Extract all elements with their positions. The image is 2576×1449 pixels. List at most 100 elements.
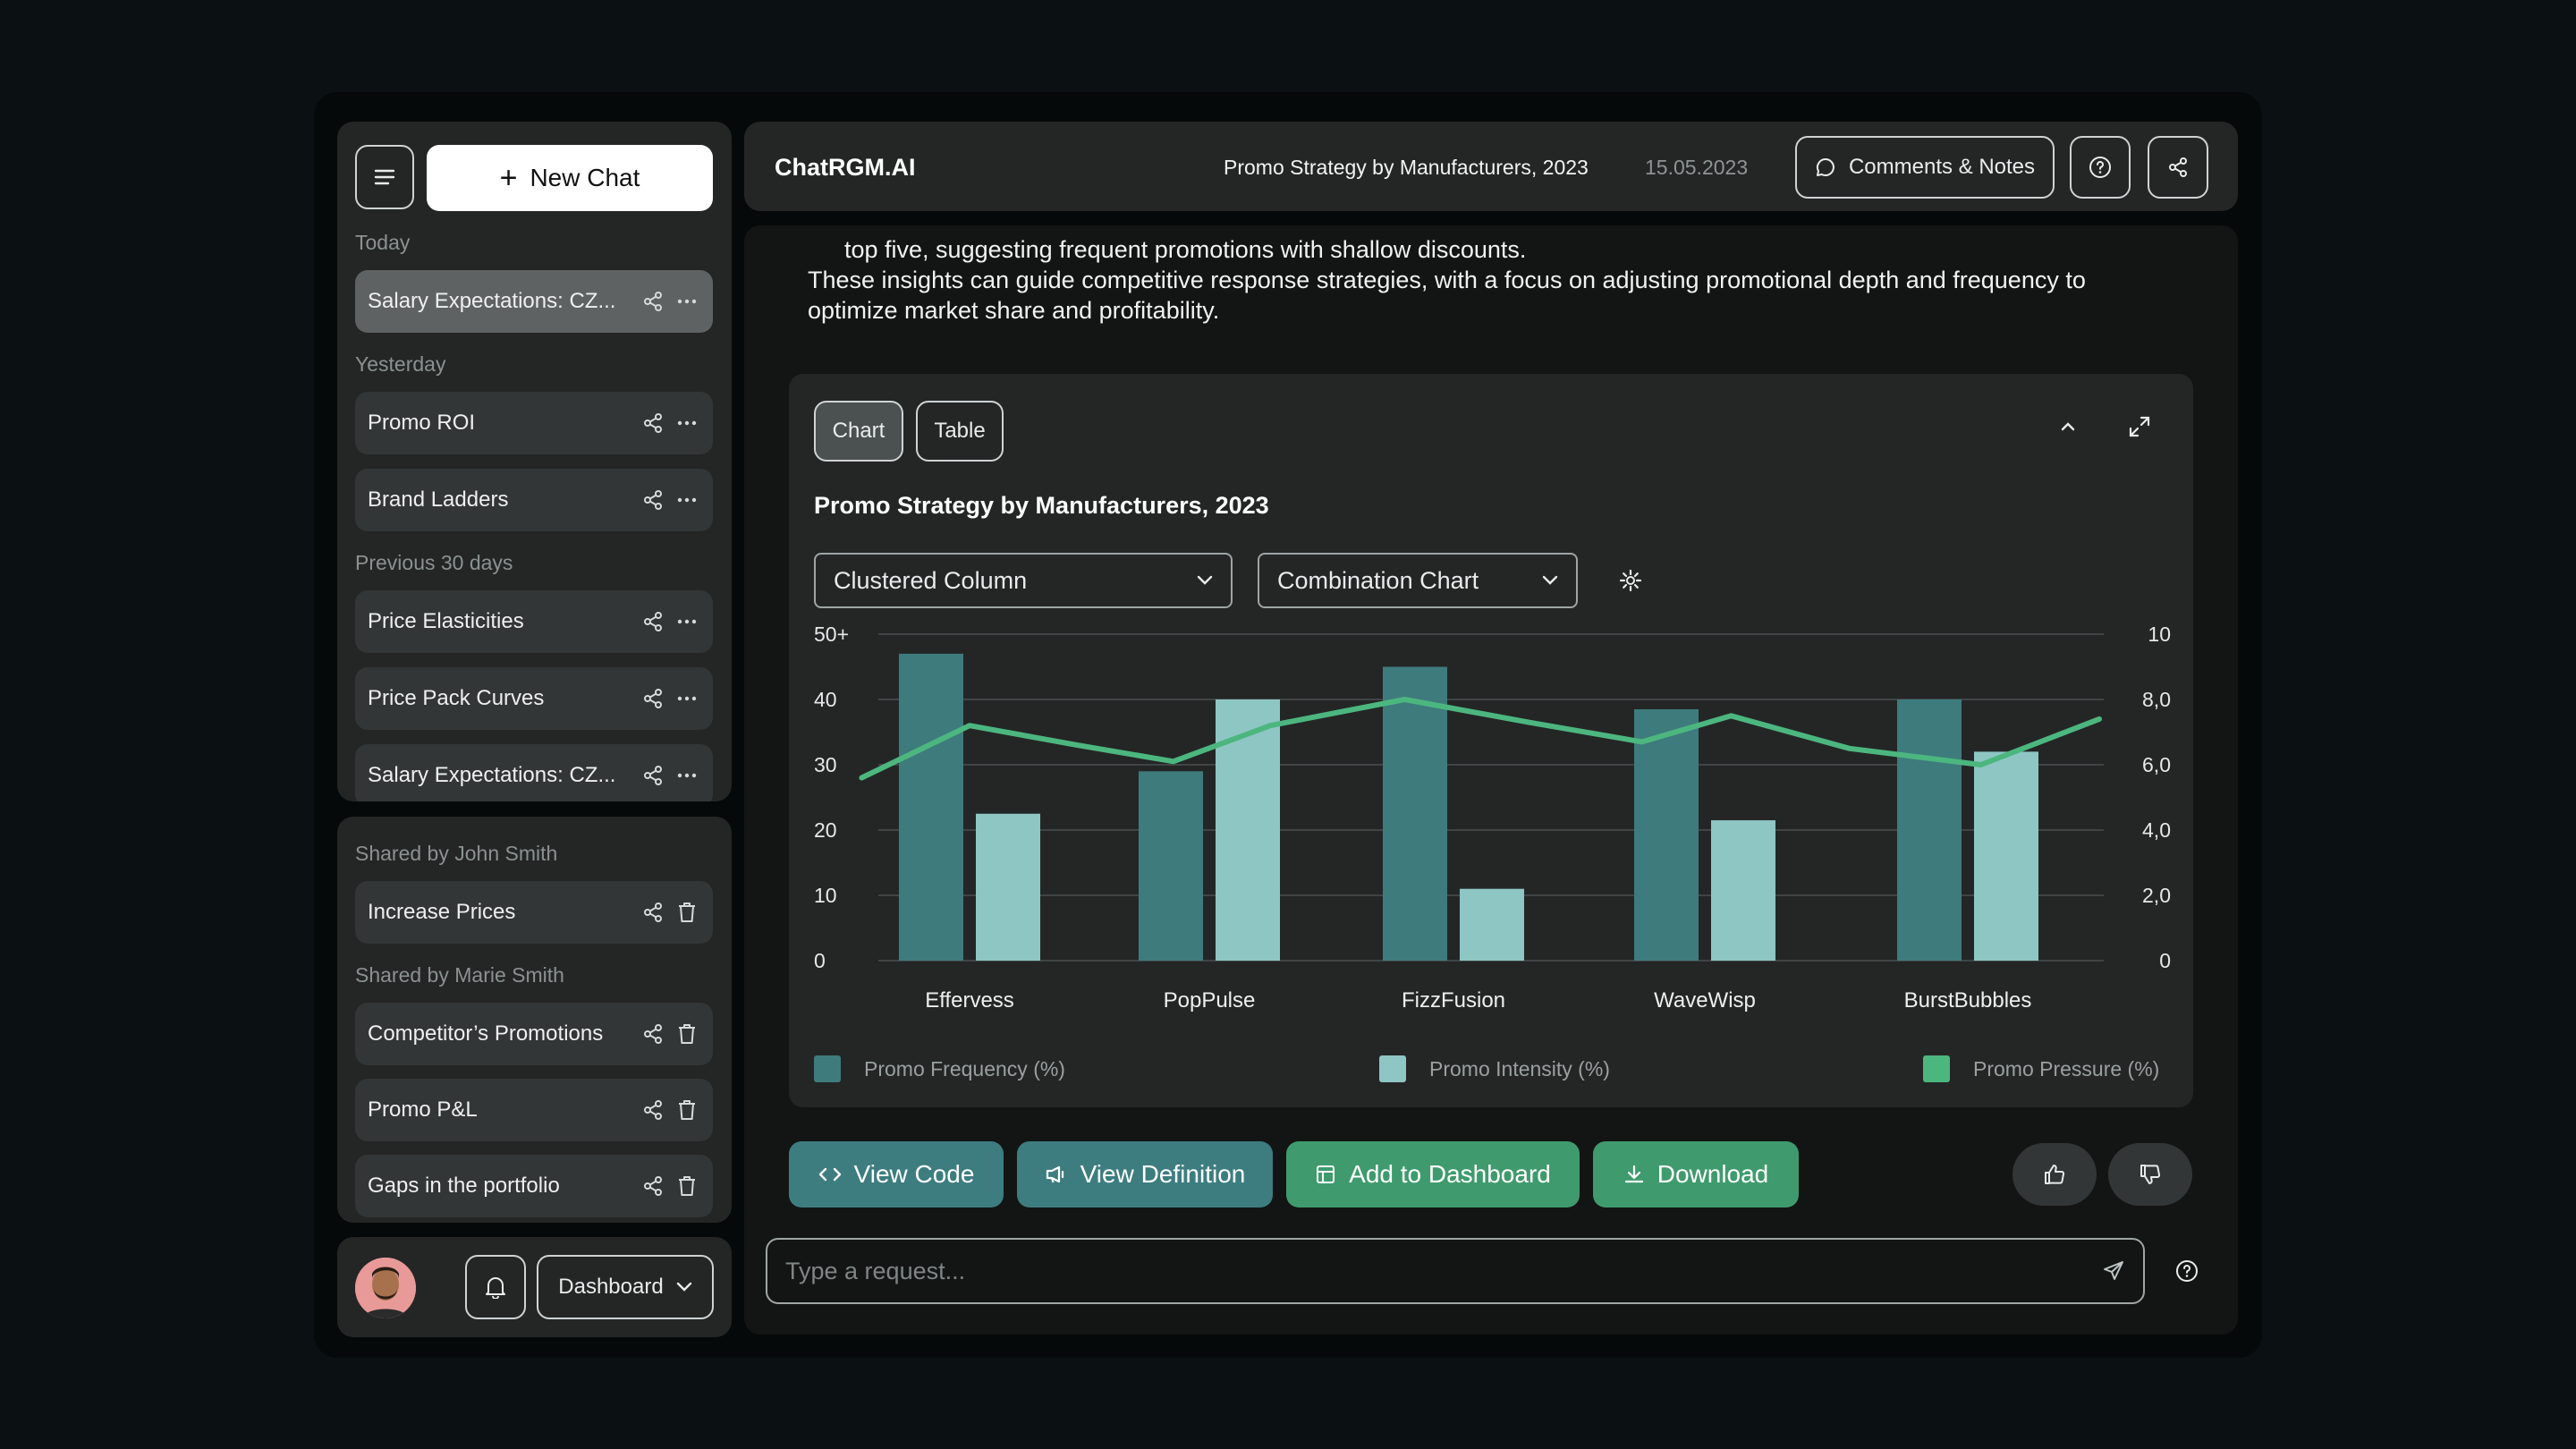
bar-promo-intensity xyxy=(976,813,1040,961)
share-icon[interactable] xyxy=(641,488,665,512)
more-icon[interactable] xyxy=(675,488,699,512)
bar-promo-intensity xyxy=(1711,820,1775,961)
x-tick-label: BurstBubbles xyxy=(1904,988,2032,1013)
share-icon[interactable] xyxy=(641,1098,665,1122)
more-icon[interactable] xyxy=(675,290,699,313)
expand-button[interactable] xyxy=(2128,415,2151,438)
new-chat-button[interactable]: + New Chat xyxy=(427,145,713,211)
more-icon[interactable] xyxy=(675,411,699,435)
assistant-message: top five, suggesting frequent promotions… xyxy=(808,234,2131,326)
top-header: ChatRGM.AI Promo Strategy by Manufacture… xyxy=(744,122,2238,211)
view-definition-label: View Definition xyxy=(1080,1160,1246,1188)
expand-icon xyxy=(2129,416,2150,437)
more-icon[interactable] xyxy=(675,687,699,710)
chat-item-label: Brand Ladders xyxy=(368,487,509,512)
legend-label: Promo Frequency (%) xyxy=(864,1056,1065,1080)
view-definition-button[interactable]: View Definition xyxy=(1017,1141,1273,1208)
y-left-tick-label: 0 xyxy=(814,949,826,972)
add-to-dashboard-label: Add to Dashboard xyxy=(1349,1160,1551,1188)
dashboard-dropdown[interactable]: Dashboard xyxy=(537,1255,714,1319)
y-right-tick-label: 8,0 xyxy=(2142,688,2171,711)
help-button[interactable] xyxy=(2070,136,2131,199)
chart-combination-select[interactable]: Combination Chart xyxy=(1258,553,1578,608)
thumbs-up-button[interactable] xyxy=(2012,1143,2097,1206)
share-icon[interactable] xyxy=(641,764,665,787)
chat-item[interactable]: Promo ROI xyxy=(355,392,713,454)
y-right-tick-label: 0 xyxy=(2159,949,2171,972)
combo-chart: 0 0 10 2,0 20 4,0 30 6,0 40 8,0 50+ 10 Effervess PopP… xyxy=(814,624,2171,1013)
chat-item-label: Salary Expectations: CZ... xyxy=(368,289,616,313)
thumbs-down-button[interactable] xyxy=(2108,1143,2192,1206)
group-label-today: Today xyxy=(355,231,411,254)
bar-promo-frequency xyxy=(1383,666,1447,961)
request-input[interactable]: Type a request... xyxy=(766,1238,2145,1304)
avatar[interactable] xyxy=(355,1258,416,1318)
gear-icon xyxy=(1619,569,1642,592)
share-icon[interactable] xyxy=(641,411,665,435)
chevron-down-icon xyxy=(1542,575,1558,585)
trash-icon[interactable] xyxy=(675,1098,699,1122)
shared-chat-item[interactable]: Competitor’s Promotions xyxy=(355,1003,713,1065)
chat-item-label: Price Elasticities xyxy=(368,609,524,633)
collapse-button[interactable] xyxy=(2059,420,2077,433)
chat-item-label: Promo ROI xyxy=(368,411,476,435)
trash-icon[interactable] xyxy=(675,1174,699,1198)
notifications-button[interactable] xyxy=(465,1255,526,1319)
legend-item: Promo Pressure (%) xyxy=(1923,1055,2159,1082)
shared-by-marie-label: Shared by Marie Smith xyxy=(355,963,564,987)
more-icon[interactable] xyxy=(675,764,699,787)
bar-promo-intensity xyxy=(1974,751,2038,961)
chat-item[interactable]: Salary Expectations: CZ... xyxy=(355,744,713,801)
y-left-tick-label: 30 xyxy=(814,753,837,776)
share-icon[interactable] xyxy=(641,1174,665,1198)
more-icon[interactable] xyxy=(675,610,699,633)
download-button[interactable]: Download xyxy=(1593,1141,1799,1208)
trash-icon[interactable] xyxy=(675,1022,699,1046)
shared-chat-item[interactable]: Gaps in the portfolio xyxy=(355,1155,713,1217)
y-left-tick-label: 50+ xyxy=(814,624,849,646)
thumbs-down-icon xyxy=(2140,1165,2161,1184)
tab-table[interactable]: Table xyxy=(916,401,1004,462)
share-icon[interactable] xyxy=(641,1022,665,1046)
input-help-button[interactable] xyxy=(2174,1258,2200,1284)
legend-item: Promo Intensity (%) xyxy=(1379,1055,1610,1082)
app-brand: ChatRGM.AI xyxy=(775,154,916,181)
view-code-button[interactable]: View Code xyxy=(789,1141,1004,1208)
user-panel: Dashboard xyxy=(337,1237,732,1337)
x-tick-label: Effervess xyxy=(925,988,1014,1013)
new-chat-label: New Chat xyxy=(530,164,640,191)
chat-item[interactable]: Brand Ladders xyxy=(355,469,713,531)
chart-combination-value: Combination Chart xyxy=(1277,566,1479,594)
dashboard-label: Dashboard xyxy=(558,1275,664,1299)
send-icon[interactable] xyxy=(2102,1259,2125,1283)
tab-chart[interactable]: Chart xyxy=(814,401,903,462)
menu-button[interactable] xyxy=(355,145,414,209)
chart-type-value: Clustered Column xyxy=(834,566,1028,594)
chat-item[interactable]: Price Elasticities xyxy=(355,590,713,653)
chat-item-label: Promo P&L xyxy=(368,1097,478,1122)
chat-item[interactable]: Salary Expectations: CZ... xyxy=(355,270,713,333)
share-icon[interactable] xyxy=(641,610,665,633)
share-icon[interactable] xyxy=(641,687,665,710)
request-placeholder: Type a request... xyxy=(785,1257,966,1284)
conversation-title: Promo Strategy by Manufacturers, 2023 xyxy=(1224,156,1589,179)
comments-notes-label: Comments & Notes xyxy=(1848,155,2036,179)
comments-notes-button[interactable]: Comments & Notes xyxy=(1795,136,2055,199)
shared-chat-item[interactable]: Increase Prices xyxy=(355,881,713,944)
chevron-up-icon xyxy=(2061,422,2075,431)
chart-settings-button[interactable] xyxy=(1619,569,1642,592)
share-icon[interactable] xyxy=(641,290,665,313)
chart-card: Chart Table Promo Strategy by Manufactur… xyxy=(789,374,2193,1107)
bar-promo-intensity xyxy=(1216,699,1280,961)
shared-chat-item[interactable]: Promo P&L xyxy=(355,1079,713,1141)
trash-icon[interactable] xyxy=(675,901,699,924)
chat-item[interactable]: Price Pack Curves xyxy=(355,667,713,730)
chart-type-select[interactable]: Clustered Column xyxy=(814,553,1233,608)
share-icon[interactable] xyxy=(641,901,665,924)
download-icon xyxy=(1624,1165,1643,1183)
share-conversation-button[interactable] xyxy=(2148,136,2208,199)
comment-icon xyxy=(1816,157,1835,176)
y-right-tick-label: 6,0 xyxy=(2142,753,2171,776)
line-promo-pressure xyxy=(859,697,2102,781)
add-to-dashboard-button[interactable]: Add to Dashboard xyxy=(1286,1141,1580,1208)
